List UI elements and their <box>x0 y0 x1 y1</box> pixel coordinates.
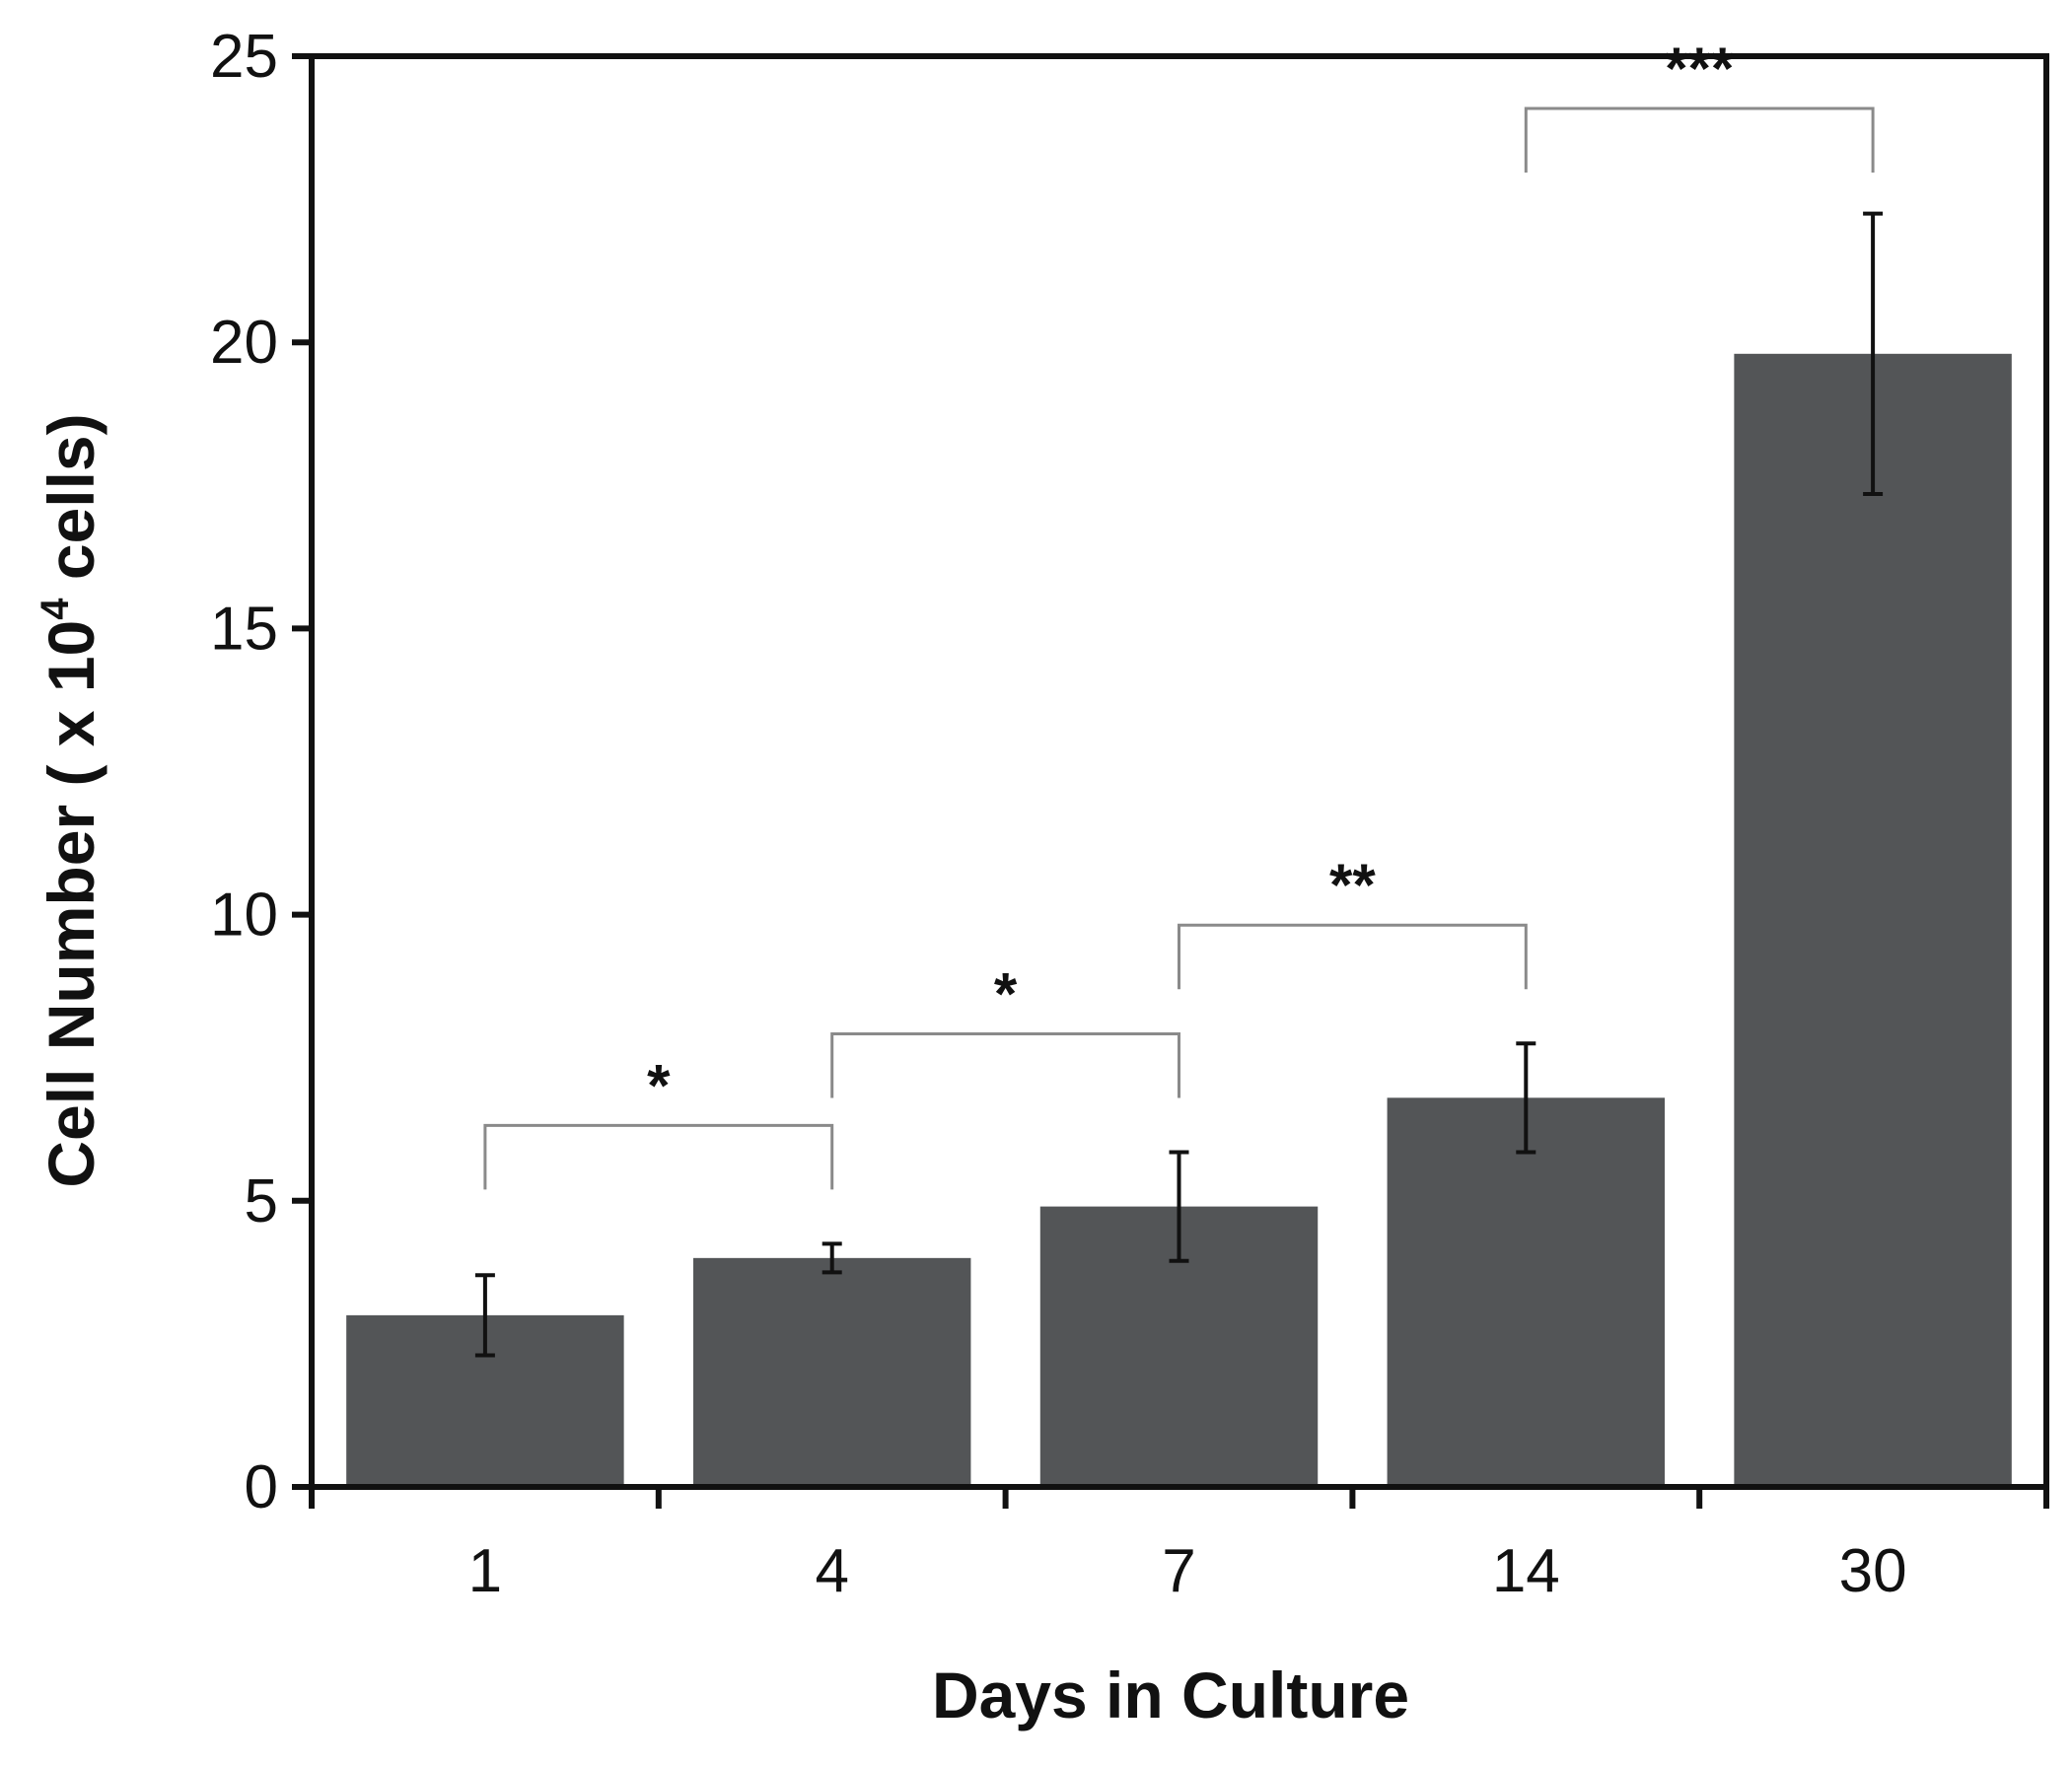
y-tick-label-5: 5 <box>245 1167 278 1236</box>
significance-label-1: * <box>647 1052 671 1118</box>
y-axis-title-superscript: 4 <box>34 598 77 620</box>
x-tick-label-1: 1 <box>468 1537 502 1605</box>
y-tick-label-20: 20 <box>210 309 278 377</box>
significance-label-3: ** <box>1329 852 1376 918</box>
error-bars-group <box>474 211 1884 1358</box>
bars-group <box>346 353 2012 1488</box>
significance-label-2: * <box>994 960 1018 1026</box>
y-tick-label-10: 10 <box>210 882 278 950</box>
x-tick-label-4: 4 <box>815 1537 848 1605</box>
significance-bracket-4 <box>1524 106 1875 173</box>
significance-group: ******* <box>483 35 1875 1190</box>
bar-day-14 <box>1387 1097 1666 1487</box>
significance-label-4: *** <box>1665 35 1735 102</box>
significance-bracket-2 <box>830 1031 1180 1098</box>
y-tick-label-15: 15 <box>210 595 278 663</box>
y-axis-title-suffix: cells) <box>35 413 107 598</box>
y-tick-label-25: 25 <box>210 23 278 91</box>
significance-bracket-1 <box>483 1123 834 1190</box>
x-tick-label-30: 30 <box>1839 1537 1907 1605</box>
x-axis-title: Days in Culture <box>932 1659 1409 1731</box>
bar-day-30 <box>1734 353 2012 1488</box>
bar-day-4 <box>692 1257 971 1487</box>
y-axis-title-prefix: Cell Number ( x 10 <box>35 620 107 1188</box>
significance-bracket-3 <box>1178 923 1528 990</box>
y-tick-label-0: 0 <box>245 1453 278 1521</box>
y-axis-title: Cell Number ( x 104 cells) <box>34 413 107 1187</box>
x-tick-label-7: 7 <box>1162 1537 1195 1605</box>
x-tick-label-14: 14 <box>1492 1537 1560 1605</box>
